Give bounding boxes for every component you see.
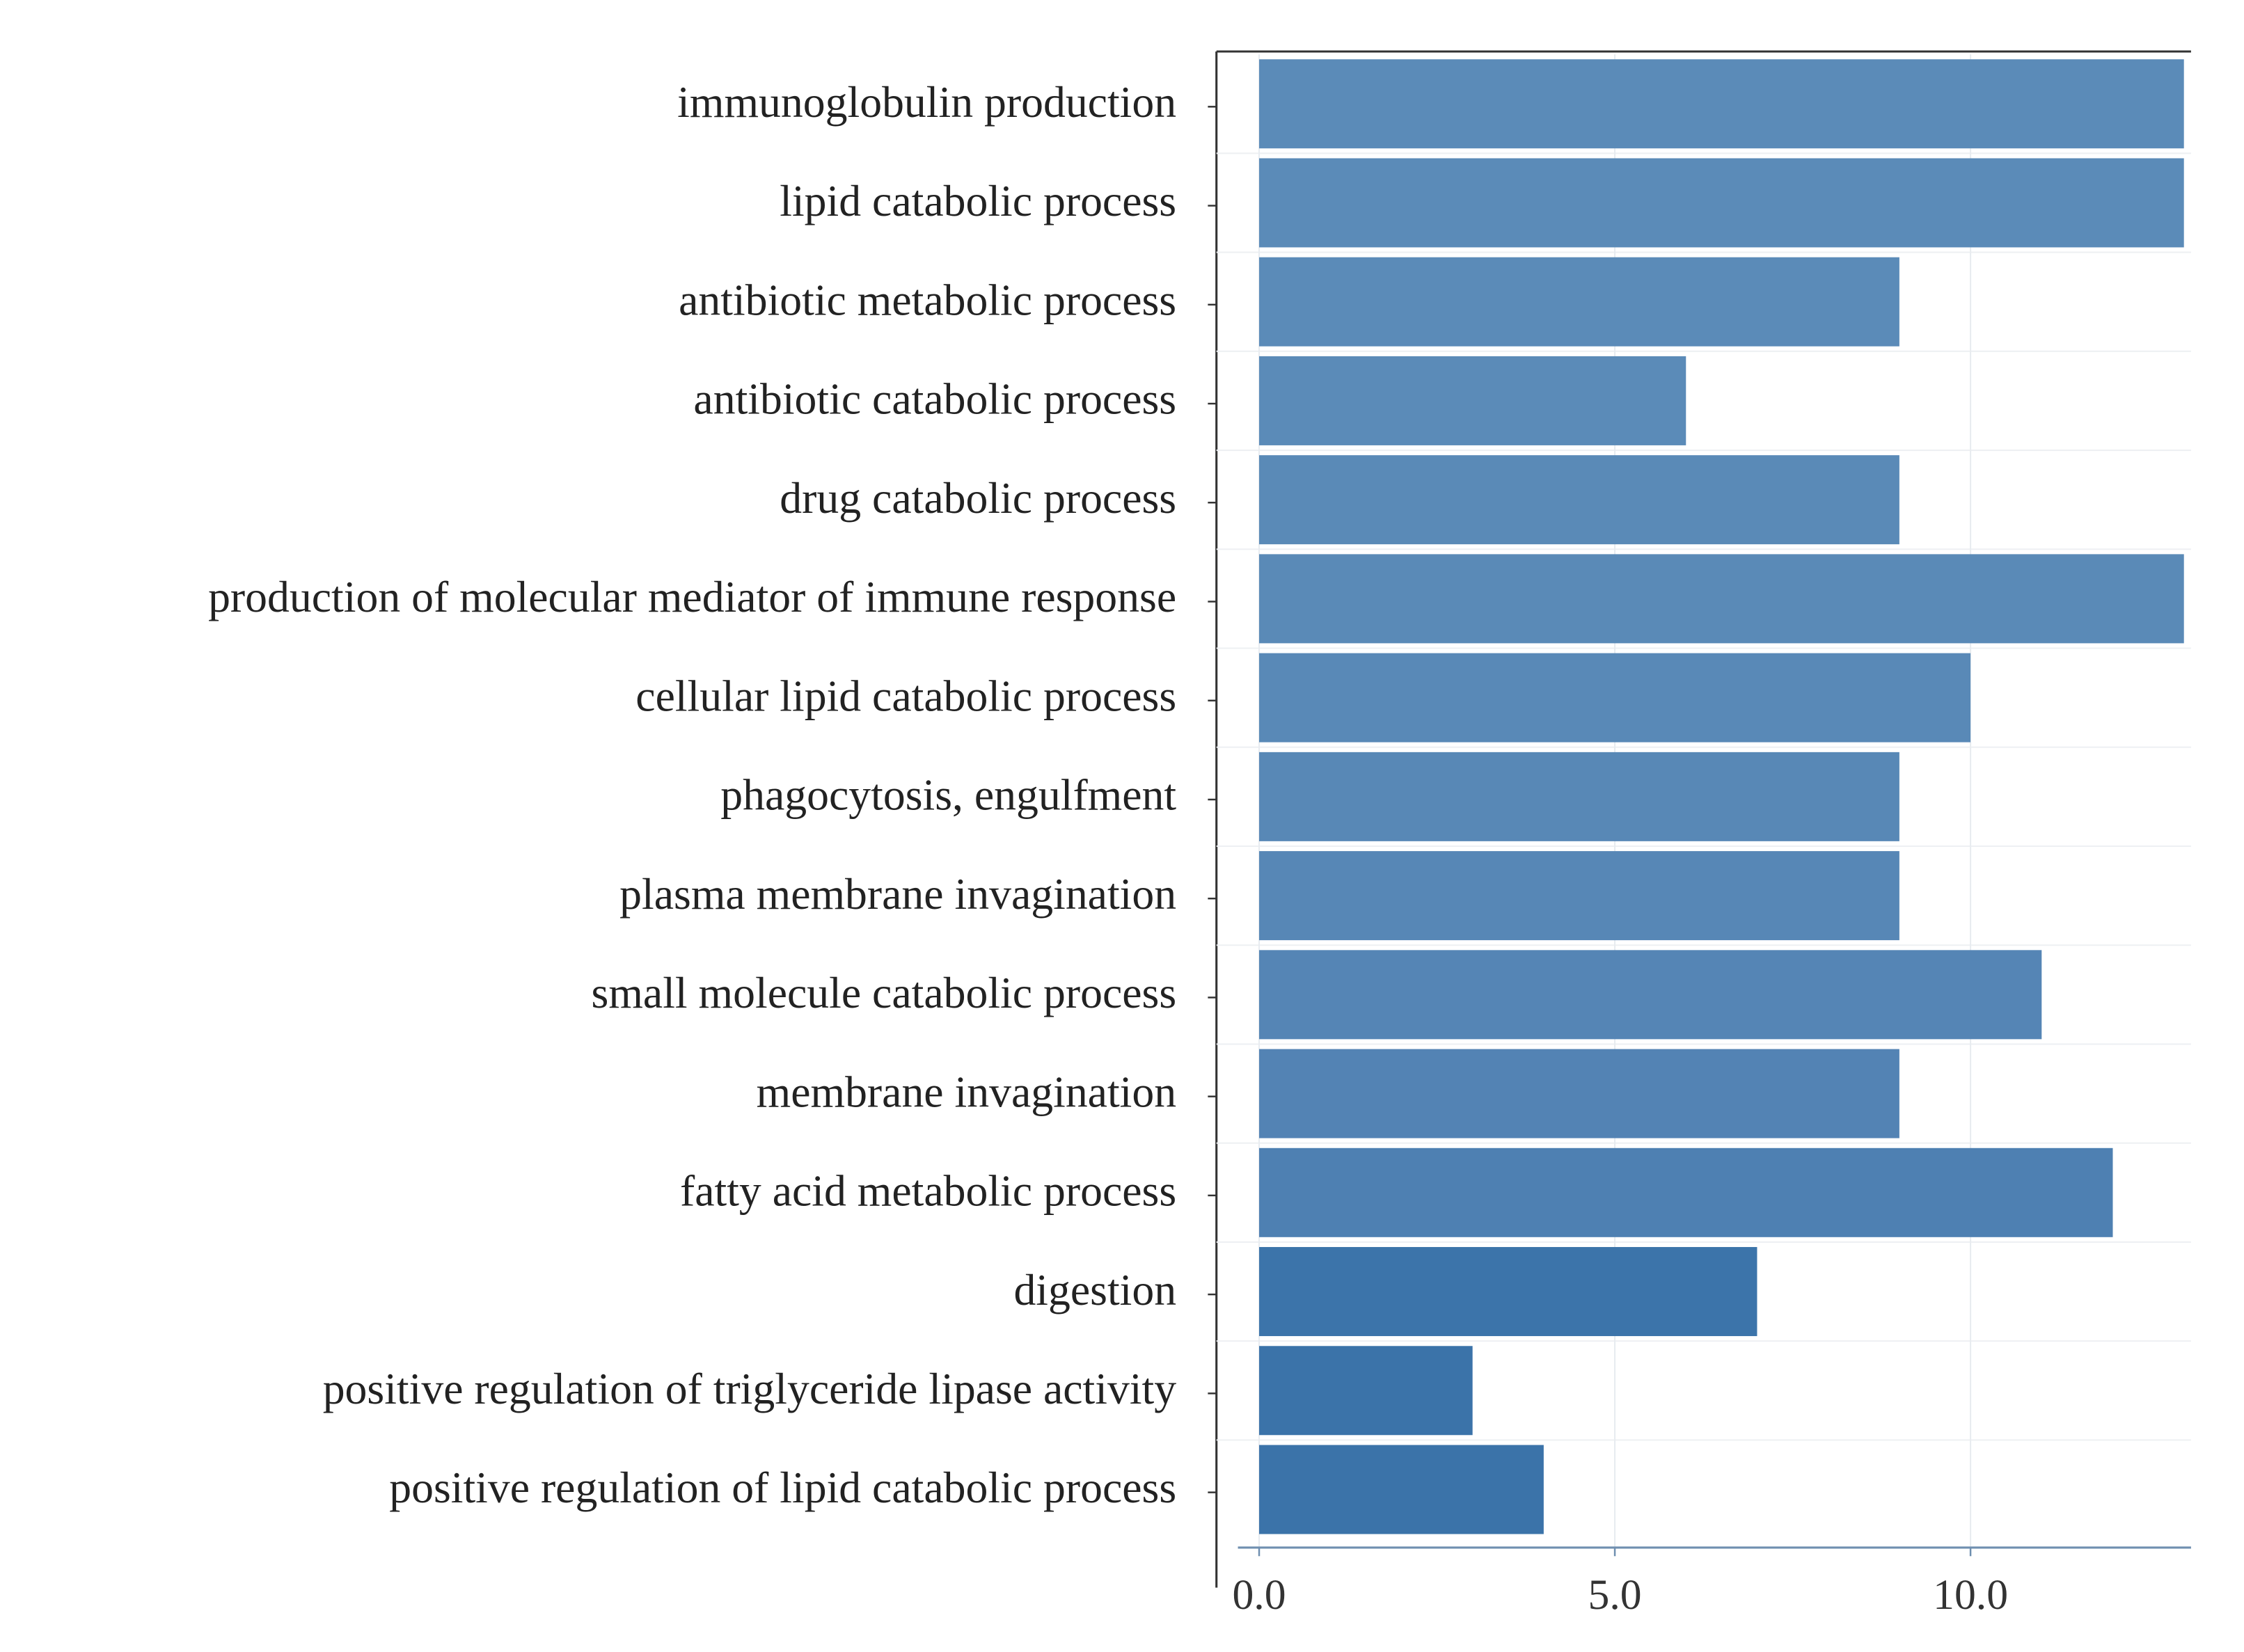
bar <box>1259 1247 1757 1337</box>
bar <box>1259 257 1899 347</box>
bar <box>1259 653 1971 742</box>
bar <box>1259 1147 2113 1237</box>
bar <box>1259 455 1899 545</box>
y-tick-label: plasma membrane invagination <box>619 869 1176 919</box>
bar <box>1259 851 1899 941</box>
y-tick-label: membrane invagination <box>757 1067 1176 1116</box>
y-tick-label: antibiotic catabolic process <box>693 374 1176 424</box>
bar <box>1259 356 1686 445</box>
y-tick-label: small molecule catabolic process <box>592 968 1177 1017</box>
y-tick-label: production of molecular mediator of immu… <box>208 572 1176 621</box>
bar <box>1259 158 2184 248</box>
y-tick-label: lipid catabolic process <box>780 176 1176 225</box>
y-tick-label: positive regulation of triglyceride lipa… <box>323 1364 1177 1413</box>
bar <box>1259 554 2184 644</box>
bar <box>1259 59 2184 149</box>
bar <box>1259 1445 1544 1534</box>
y-tick-label: cellular lipid catabolic process <box>635 671 1176 720</box>
y-tick-label: digestion <box>1013 1265 1176 1315</box>
y-tick-label: fatty acid metabolic process <box>680 1166 1176 1216</box>
y-tick-label: positive regulation of lipid catabolic p… <box>389 1463 1176 1512</box>
x-tick-label: 5.0 <box>1588 1571 1642 1619</box>
bar <box>1259 950 2042 1040</box>
bar <box>1259 1346 1473 1436</box>
bar <box>1259 1049 1899 1138</box>
y-tick-label: antibiotic metabolic process <box>679 275 1176 324</box>
y-tick-label: immunoglobulin production <box>677 77 1176 127</box>
y-tick-label: drug catabolic process <box>780 473 1176 523</box>
x-tick-label: 10.0 <box>1933 1571 2008 1619</box>
x-tick-label: 0.0 <box>1232 1571 1286 1619</box>
bar <box>1259 752 1899 841</box>
y-tick-label: phagocytosis, engulfment <box>720 770 1176 820</box>
